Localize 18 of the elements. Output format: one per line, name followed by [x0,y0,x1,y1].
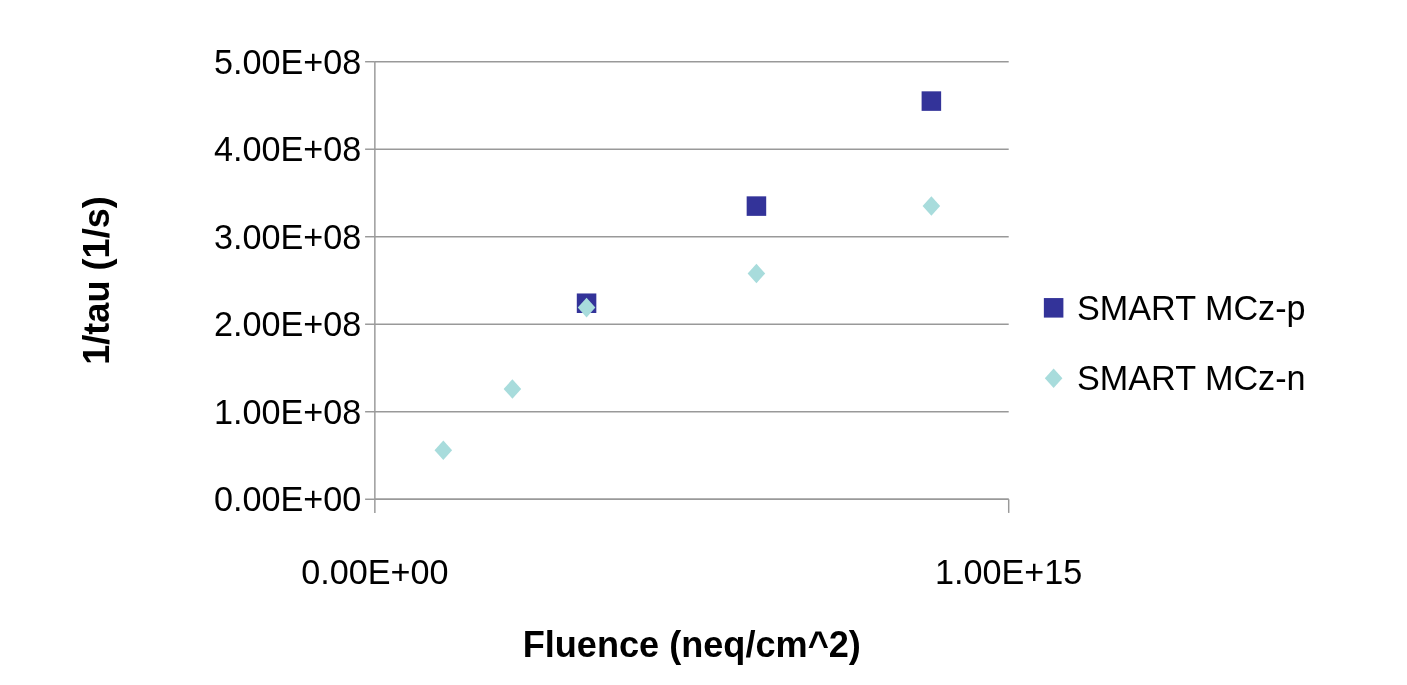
y-axis-title: 1/tau (1/s) [76,196,118,365]
y-tick-label: 0.00E+00 [213,480,362,519]
x-axis-title: Fluence (neq/cm^2) [522,624,861,666]
point [434,440,453,461]
point [746,196,767,216]
point [921,91,942,111]
y-tick-label: 4.00E+08 [213,130,362,169]
point [922,196,941,216]
y-tick-label: 5.00E+08 [213,42,362,81]
x-tick-label: 1.00E+15 [935,553,1083,592]
legend-label: SMART MCz-p [1077,288,1306,327]
y-tick-label: 3.00E+08 [213,217,362,256]
legend-label: SMART MCz-n [1077,359,1306,398]
point [747,263,766,284]
y-tick-label: 1.00E+08 [213,392,362,431]
y-tick-label: 2.00E+08 [213,305,362,344]
point [577,297,596,318]
point [503,379,522,399]
